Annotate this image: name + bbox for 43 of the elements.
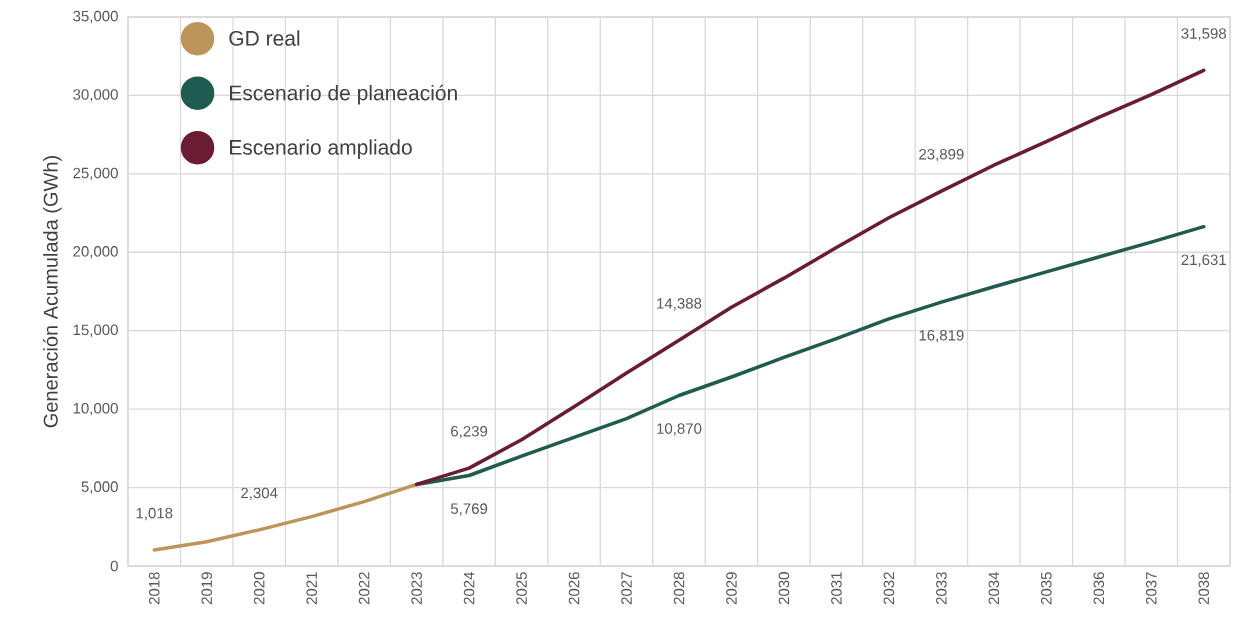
x-tick-label: 2023: [411, 572, 422, 605]
x-tick-label: 2033: [936, 572, 947, 605]
data-label: 23,899: [919, 148, 964, 162]
x-tick-label: 2035: [1041, 572, 1052, 605]
x-tick-label: 2032: [883, 572, 895, 605]
x-tick-label: 2027: [621, 572, 632, 605]
y-tick-label: 25,000: [73, 167, 118, 181]
y-tick-label: 30,000: [73, 89, 118, 102]
x-tick-label: 2018: [148, 572, 160, 605]
legend-label: Escenario de planeación: [230, 84, 457, 105]
x-tick-label: 2020: [253, 572, 265, 605]
legend-label: GD real: [229, 30, 300, 46]
y-tick-label: 15,000: [73, 324, 118, 337]
y-tick-label: 10,000: [73, 402, 118, 416]
legend-label: Escenario ampliado: [230, 139, 412, 159]
data-label: 21,631: [1181, 254, 1226, 267]
y-tick-label: 5,000: [81, 481, 118, 494]
data-label: 5,769: [450, 503, 488, 516]
data-label: 6,239: [451, 425, 488, 439]
x-tick-label: 2022: [358, 572, 370, 605]
y-tick-label: 35,000: [73, 10, 118, 24]
x-tick-label: 2024: [463, 571, 475, 605]
data-label: 14,388: [657, 298, 702, 311]
x-tick-label: 2028: [673, 572, 685, 605]
x-tick-label: 2030: [778, 572, 790, 605]
x-tick-label: 2034: [988, 571, 1000, 605]
data-label: 10,870: [657, 423, 702, 436]
x-tick-label: 2019: [201, 572, 213, 605]
y-tick-label: 0: [110, 560, 118, 572]
y-axis-title: Generación Acumulada (GWh): [42, 156, 62, 428]
data-label: 31,598: [1181, 28, 1227, 41]
x-tick-label: 2037: [1145, 572, 1157, 605]
data-label: 2,304: [241, 487, 278, 501]
data-label: 1,018: [136, 507, 173, 521]
x-tick-label: 2021: [306, 572, 317, 605]
y-tick-label: 20,000: [73, 246, 118, 259]
x-tick-label: 2031: [831, 572, 842, 605]
x-tick-label: 2036: [1093, 572, 1105, 605]
data-label: 16,819: [919, 329, 964, 343]
x-tick-label: 2025: [516, 572, 527, 605]
x-tick-label: 2029: [726, 572, 737, 605]
x-tick-label: 2038: [1198, 572, 1210, 605]
x-tick-label: 2026: [568, 572, 580, 605]
